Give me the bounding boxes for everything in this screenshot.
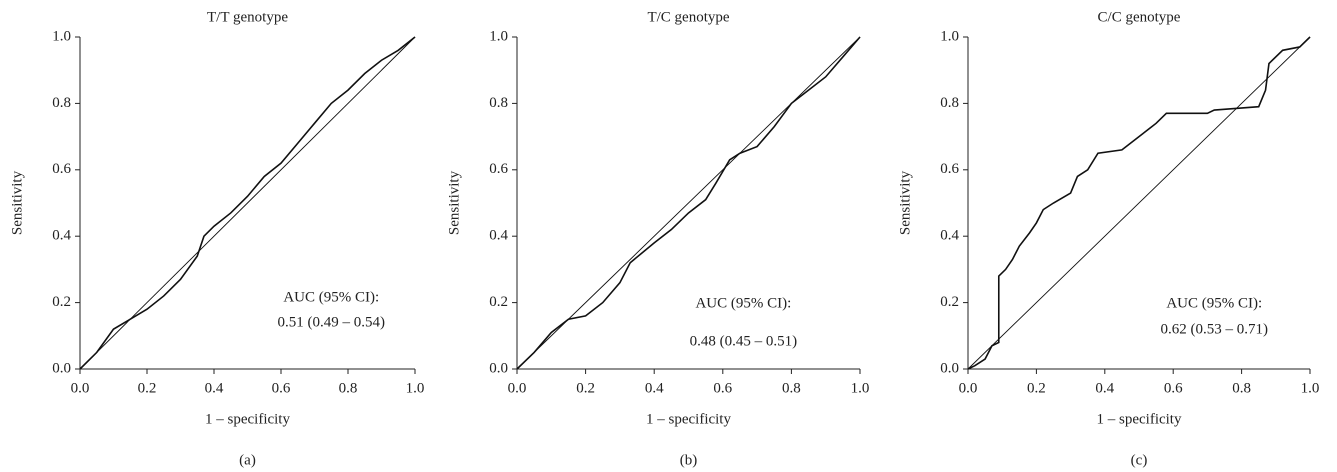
x-tick-label: 0.0	[71, 380, 90, 396]
x-tick-label: 0.4	[1095, 380, 1114, 396]
caption: (a)	[239, 452, 256, 468]
x-tick-label: 1.0	[851, 380, 870, 396]
y-tick-label: 0.6	[52, 161, 71, 177]
reference-line	[79, 36, 416, 370]
y-tick-label: 1.0	[52, 28, 71, 44]
x-tick-label: 0.8	[339, 380, 358, 396]
roc-curve	[967, 36, 1311, 370]
x-tick-label: 0.4	[645, 380, 664, 396]
annotation: AUC (95% CI):	[695, 295, 791, 311]
roc-curve	[516, 36, 861, 370]
y-tick-label: 0.2	[489, 294, 508, 310]
y-tick-label: 0.4	[52, 228, 71, 244]
y-tick-label: 0.0	[489, 360, 508, 376]
x-tick-label: 0.2	[138, 380, 157, 396]
annotation: 0.62 (0.53 – 0.71)	[1160, 321, 1268, 337]
y-tick-label: 0.8	[489, 95, 508, 111]
annotation: 0.51 (0.49 – 0.54)	[278, 314, 386, 330]
x-tick-label: 0.2	[1027, 380, 1046, 396]
y-tick-label: 0.2	[52, 294, 71, 310]
caption: (b)	[680, 452, 698, 468]
x-tick-label: 0.0	[508, 380, 527, 396]
x-tick-label: 0.0	[959, 380, 978, 396]
annotation: AUC (95% CI):	[1166, 295, 1262, 311]
x-tick-label: 1.0	[406, 380, 425, 396]
y-tick-label: 1.0	[489, 28, 508, 44]
y-tick-label: 0.0	[52, 360, 71, 376]
annotation: 0.48 (0.45 – 0.51)	[690, 333, 798, 349]
y-axis-label: Sensitivity	[897, 170, 913, 235]
y-tick-label: 1.0	[940, 28, 959, 44]
roc-curve	[79, 36, 416, 370]
x-tick-label: 1.0	[1301, 380, 1320, 396]
x-tick-label: 0.2	[576, 380, 595, 396]
caption: (c)	[1131, 452, 1148, 468]
y-tick-label: 0.6	[489, 161, 508, 177]
x-tick-label: 0.8	[782, 380, 801, 396]
y-tick-label: 0.0	[940, 360, 959, 376]
y-tick-label: 0.8	[52, 95, 71, 111]
annotation: AUC (95% CI):	[283, 289, 379, 305]
y-tick-label: 0.4	[489, 228, 508, 244]
y-axis-label: Sensitivity	[9, 170, 25, 235]
y-tick-label: 0.2	[940, 294, 959, 310]
y-tick-label: 0.8	[940, 95, 959, 111]
x-tick-label: 0.6	[272, 380, 291, 396]
x-axis-label: 1 – specificity	[1097, 411, 1182, 427]
x-tick-label: 0.6	[713, 380, 732, 396]
x-tick-label: 0.6	[1164, 380, 1183, 396]
x-axis-label: 1 – specificity	[646, 411, 731, 427]
x-axis-label: 1 – specificity	[205, 411, 290, 427]
y-tick-label: 0.4	[940, 228, 959, 244]
y-axis-label: Sensitivity	[446, 170, 462, 235]
y-tick-label: 0.6	[940, 161, 959, 177]
reference-line	[967, 36, 1311, 370]
chart-title: C/C genotype	[1098, 9, 1181, 25]
chart-title: T/C genotype	[647, 9, 729, 25]
x-tick-label: 0.8	[1232, 380, 1251, 396]
x-tick-label: 0.4	[205, 380, 224, 396]
chart-title: T/T genotype	[207, 9, 288, 25]
reference-line	[516, 36, 861, 370]
